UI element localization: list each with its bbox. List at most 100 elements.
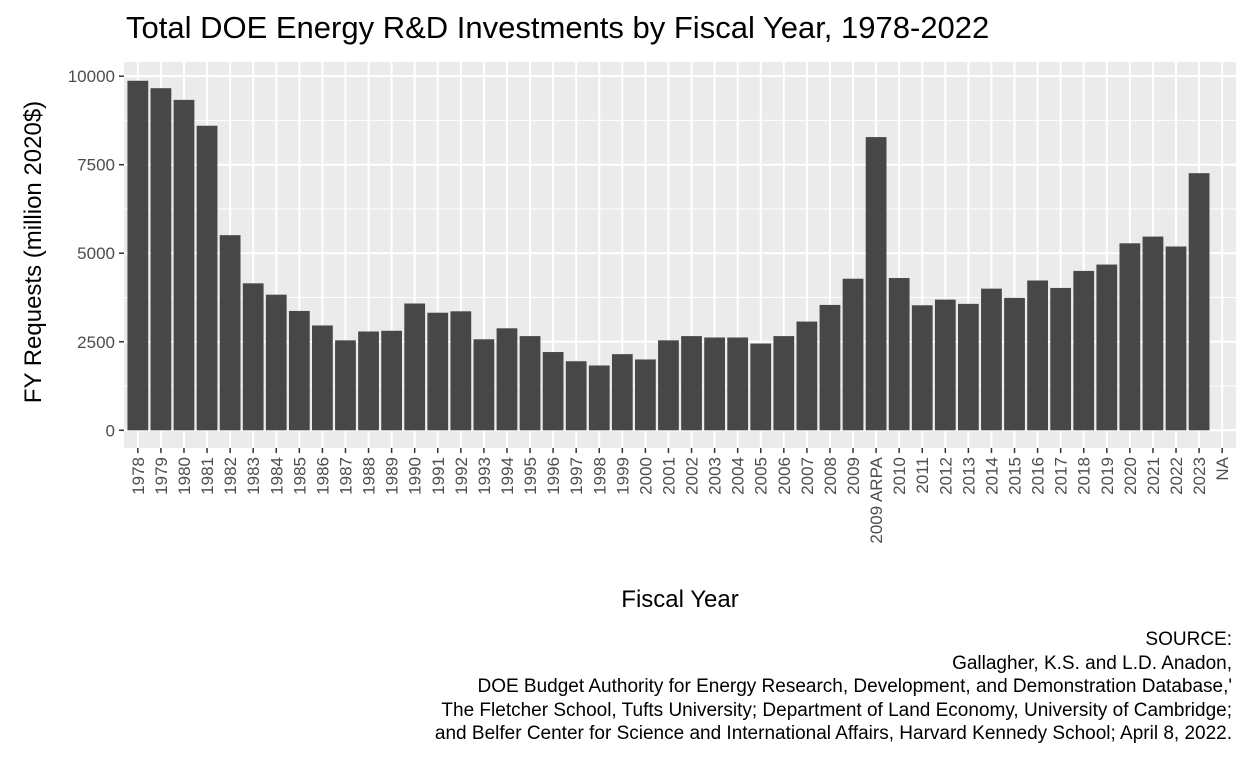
bar-2019 — [1096, 264, 1118, 431]
bar-2017 — [1050, 287, 1072, 431]
bar-2010 — [888, 278, 910, 431]
x-tick-label: 1979 — [152, 457, 171, 495]
bar-1996 — [542, 352, 564, 431]
x-tick-label: 1986 — [313, 457, 332, 495]
y-tick-label: 0 — [106, 421, 115, 440]
x-tick-label: 2006 — [775, 457, 794, 495]
x-tick-label: 1992 — [452, 457, 471, 495]
x-tick-label: 2017 — [1052, 457, 1071, 495]
bars — [127, 80, 1210, 431]
x-tick-label: 2016 — [1029, 457, 1048, 495]
bar-2009-arpa — [865, 137, 887, 431]
x-tick-label: 1985 — [290, 457, 309, 495]
bar-2007 — [796, 321, 818, 431]
y-tick-label: 2500 — [77, 333, 115, 352]
bar-1989 — [381, 330, 402, 431]
bar-1987 — [335, 340, 356, 431]
x-tick-label: 2015 — [1006, 457, 1025, 495]
x-tick-label: 2018 — [1075, 457, 1094, 495]
bar-2013 — [958, 303, 979, 431]
bar-2021 — [1142, 236, 1164, 431]
x-tick-label: 2020 — [1121, 457, 1140, 495]
bar-2015 — [1004, 297, 1025, 431]
x-tick-label: 2009 — [844, 457, 863, 495]
bar-1979 — [150, 88, 172, 431]
x-tick-label: 1981 — [198, 457, 217, 495]
x-tick-label: 2001 — [659, 457, 678, 495]
bar-1991 — [427, 312, 449, 431]
bar-2008 — [819, 304, 841, 431]
x-tick-label: 1995 — [521, 457, 540, 495]
x-tick-label: 2019 — [1098, 457, 1117, 495]
bar-1995 — [519, 336, 541, 431]
x-tick-label: 2005 — [752, 457, 771, 495]
bar-2022 — [1165, 246, 1187, 431]
bar-1999 — [611, 354, 633, 431]
bar-2004 — [727, 337, 749, 431]
caption-line: and Belfer Center for Science and Intern… — [434, 723, 1232, 744]
bar-1983 — [242, 283, 264, 431]
bar-2023 — [1188, 173, 1210, 431]
y-tick-label: 7500 — [77, 156, 115, 175]
x-tick-label: 1993 — [475, 457, 494, 495]
bar-2000 — [635, 359, 656, 431]
caption-line: The Fletcher School, Tufts University; D… — [441, 699, 1232, 721]
caption-line: DOE Budget Authority for Energy Research… — [477, 676, 1232, 697]
y-tick-label: 5000 — [77, 244, 115, 263]
x-tick-label: 1984 — [267, 457, 286, 495]
bar-1980 — [173, 99, 195, 431]
bar-1990 — [404, 303, 426, 431]
bar-2001 — [658, 340, 679, 431]
x-axis: 1978 1979 1980 1981 1982 1983 1984 1985 1986 1987… — [129, 448, 1232, 544]
x-tick-label: NA — [1213, 456, 1232, 480]
bar-2002 — [681, 336, 702, 431]
x-tick-label: 2003 — [706, 457, 725, 495]
x-tick-label: 2023 — [1190, 457, 1209, 495]
x-tick-label: 1990 — [406, 457, 425, 495]
bar-2005 — [750, 343, 772, 431]
x-tick-label: 2000 — [636, 457, 655, 495]
bar-1978 — [127, 80, 149, 431]
bar-1993 — [473, 339, 495, 431]
x-tick-label: 1989 — [383, 457, 402, 495]
bar-2006 — [773, 336, 795, 431]
bar-1994 — [496, 328, 518, 431]
x-tick-label: 1982 — [221, 457, 240, 495]
x-axis-title: Fiscal Year — [621, 586, 739, 613]
bar-2012 — [934, 299, 956, 431]
bar-1988 — [358, 331, 379, 431]
x-tick-label: 1983 — [244, 457, 263, 495]
x-tick-label: 2008 — [821, 457, 840, 495]
bar-2011 — [911, 305, 933, 431]
bar-2009 — [842, 278, 864, 431]
bar-1992 — [450, 311, 472, 431]
x-tick-label: 1994 — [498, 457, 517, 495]
x-tick-label: 2009 ARPA — [867, 456, 886, 543]
x-tick-label: 2011 — [913, 457, 932, 494]
bar-2003 — [704, 337, 725, 431]
caption-line: Gallagher, K.S. and L.D. Anadon, — [952, 652, 1232, 674]
x-tick-label: 1996 — [544, 457, 563, 495]
bar-1998 — [588, 365, 610, 431]
bar-1997 — [565, 361, 587, 431]
bar-2016 — [1027, 280, 1048, 431]
bar-2018 — [1073, 270, 1095, 431]
x-tick-label: 1978 — [129, 457, 148, 495]
bar-1981 — [196, 125, 218, 431]
bar-1982 — [219, 235, 241, 431]
caption-line: SOURCE: — [1145, 629, 1232, 650]
x-tick-label: 1980 — [175, 457, 194, 495]
x-tick-label: 2002 — [683, 457, 702, 495]
x-tick-label: 2004 — [729, 457, 748, 495]
chart-title: Total DOE Energy R&D Investments by Fisc… — [126, 10, 990, 45]
x-tick-label: 1998 — [590, 457, 609, 495]
y-tick-label: 10000 — [68, 67, 115, 86]
x-tick-label: 2010 — [890, 457, 909, 495]
x-tick-label: 2007 — [798, 457, 817, 495]
x-tick-label: 1987 — [336, 457, 355, 495]
x-tick-label: 2012 — [936, 457, 955, 495]
x-tick-label: 1997 — [567, 457, 586, 495]
x-tick-label: 2022 — [1167, 457, 1186, 495]
x-tick-label: 1988 — [360, 457, 379, 495]
